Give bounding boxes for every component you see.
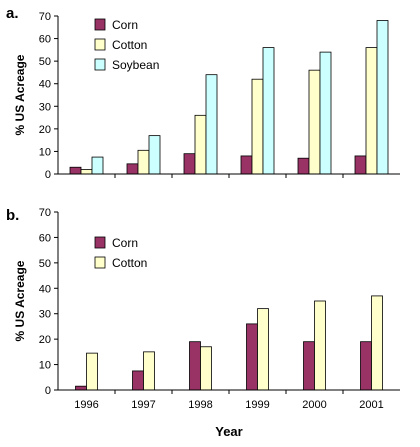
bar-cotton-1999 [257,308,269,391]
x-tick-label: 1998 [188,399,212,411]
y-tick-label: 0 [45,385,51,397]
bar-corn-1999 [246,323,258,391]
bar-cotton-2000 [308,69,321,175]
y-tick-label: 70 [39,11,51,23]
x-tick-label: 2000 [302,399,326,411]
bar-corn-1998 [189,341,201,391]
bar-cotton-2000 [314,300,326,391]
x-tick-label: 1996 [74,399,98,411]
legend-entry: Soybean [112,58,159,72]
x-axis-label: Year [215,424,242,439]
bar-soybean-2001 [376,20,389,175]
bar-corn-2001 [354,155,367,175]
bar-corn-1998 [183,153,196,175]
x-tick-label: 2001 [359,399,383,411]
bar-corn-2001 [360,341,372,391]
legend-swatch [94,236,106,249]
x-tick-label: 1997 [131,399,155,411]
y-tick-label: 40 [39,283,51,295]
legend-swatch [94,256,106,269]
bar-corn-1996 [69,166,82,175]
y-tick-label: 10 [39,146,51,158]
x-tick-label: 1999 [245,399,269,411]
bar-soybean-1998 [205,74,218,175]
y-tick-label: 30 [39,101,51,113]
legend-swatch [94,38,106,51]
y-tick-label: 60 [39,34,51,46]
y-tick-label: 20 [39,334,51,346]
legend-entry: Cotton [112,38,147,52]
bar-soybean-2000 [319,51,332,175]
chart-panel-a: a. % US Acreage 0 10 20 30 40 50 60 70 Corn Cotton S… [6,5,400,181]
bar-soybean-1997 [148,135,161,175]
bar-soybean-1999 [262,47,275,175]
y-tick-label: 40 [39,79,51,91]
y-tick-label: 0 [45,169,51,181]
bar-cotton-1996 [86,352,98,391]
y-tick-label: 60 [39,232,51,244]
panel-label: b. [6,207,19,224]
legend-swatch [94,18,106,31]
y-tick-label: 30 [39,309,51,321]
y-tick-label: 50 [39,258,51,270]
bar-corn-1997 [132,370,144,391]
bar-corn-1997 [126,163,139,175]
y-tick-label: 20 [39,124,51,136]
legend-entry: Corn [112,236,138,250]
bar-corn-1996 [75,385,87,391]
bar-soybean-1996 [91,156,104,175]
chart-panel-b: b. % US Acreage 0 10 20 30 40 50 60 70 1996 1997 199… [6,207,400,411]
bar-cotton-2001 [365,47,378,175]
legend-swatch [94,58,106,71]
y-axis-label: % US Acreage [13,260,27,341]
legend-entry: Corn [112,18,138,32]
bar-cotton-1997 [137,149,150,175]
bar-corn-2000 [303,341,315,391]
bar-cotton-2001 [371,295,383,391]
y-tick-label: 70 [39,207,51,219]
bar-cotton-1997 [143,351,155,391]
legend-entry: Cotton [112,256,147,270]
bar-cotton-1998 [194,114,207,175]
bar-corn-2000 [297,157,310,175]
y-tick-label: 10 [39,360,51,372]
panel-label: a. [6,5,19,22]
y-tick-label: 50 [39,56,51,68]
bar-cotton-1996 [80,169,93,175]
bar-corn-1999 [240,155,253,175]
bar-cotton-1998 [200,346,212,391]
bar-cotton-1999 [251,78,264,175]
y-axis-label: % US Acreage [13,54,27,135]
